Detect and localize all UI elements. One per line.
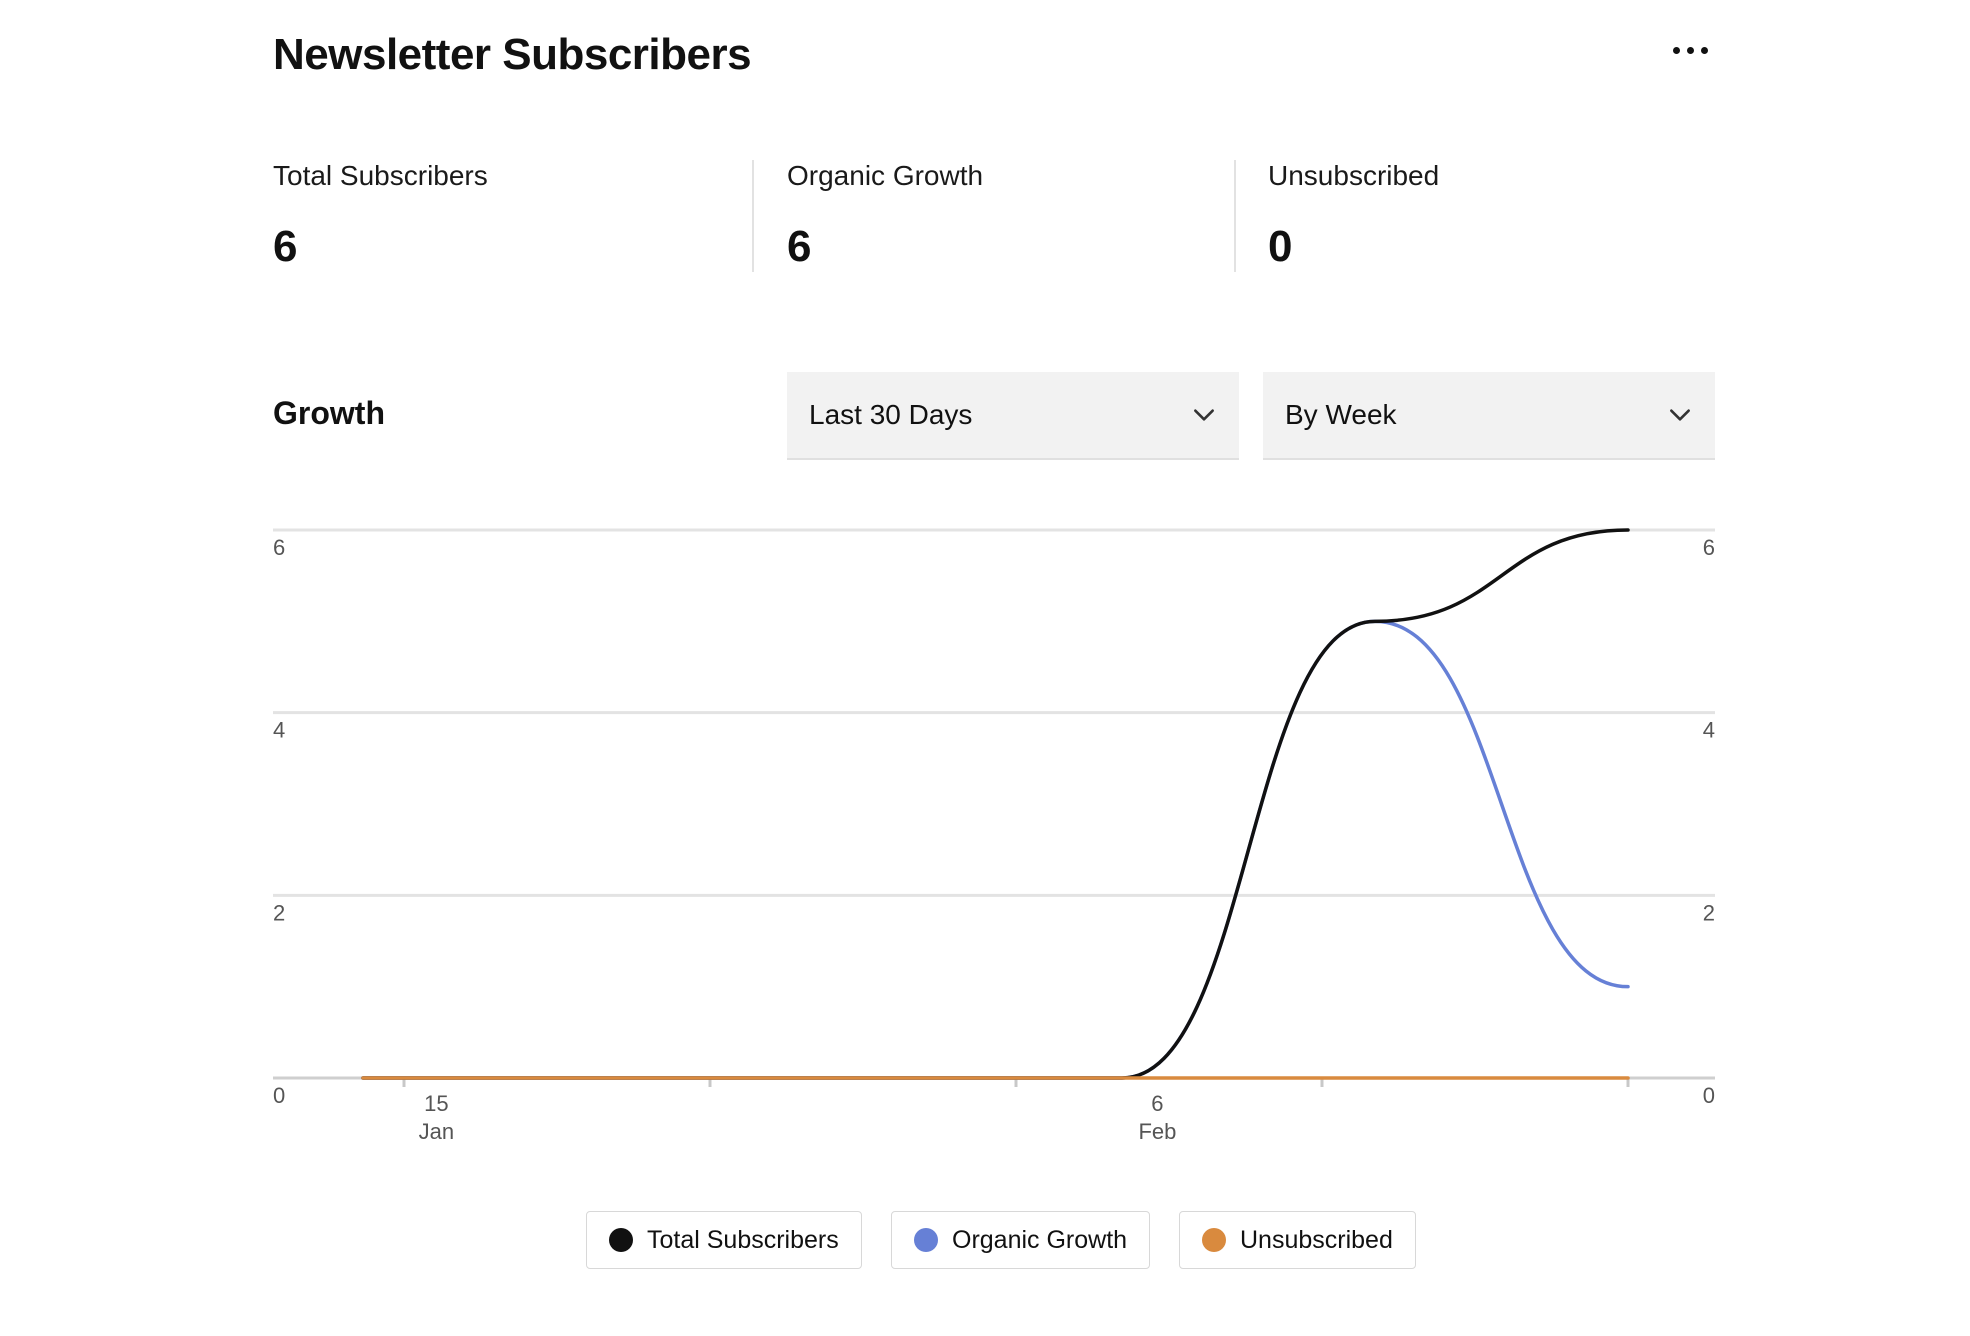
stat-value: 0	[1268, 222, 1293, 271]
legend-label: Organic Growth	[952, 1225, 1128, 1254]
stat-organic-growth: Organic Growth 6	[787, 160, 983, 272]
stat-unsubscribed: Unsubscribed 0	[1268, 160, 1439, 272]
interval-value: By Week	[1285, 399, 1397, 430]
ellipsis-icon[interactable]	[1660, 30, 1720, 70]
growth-heading: Growth	[273, 395, 385, 431]
legend-total-subscribers[interactable]: Total Subscribers	[586, 1211, 862, 1269]
y-tick-label-right: 4	[1703, 718, 1715, 743]
interval-select[interactable]: By Week	[1263, 372, 1715, 460]
date-range-select[interactable]: Last 30 Days	[787, 372, 1239, 460]
y-tick-label-right: 6	[1703, 535, 1715, 560]
y-tick-label-right: 0	[1703, 1083, 1715, 1108]
stat-label: Organic Growth	[787, 160, 984, 191]
legend-swatch	[609, 1228, 633, 1252]
legend-swatch	[914, 1228, 938, 1252]
stat-label: Total Subscribers	[273, 160, 488, 191]
y-tick-label-left: 2	[273, 900, 285, 925]
chevron-down-icon	[1670, 409, 1690, 421]
x-tick-label-month: Jan	[419, 1119, 454, 1144]
series-line-organic-growth	[361, 619, 1630, 1080]
stat-value: 6	[273, 222, 298, 271]
stat-value: 6	[787, 222, 812, 271]
x-tick-label-day: 15	[424, 1091, 448, 1116]
stat-divider	[1234, 160, 1236, 272]
legend-label: Unsubscribed	[1240, 1225, 1393, 1254]
series-line-total-subscribers	[361, 528, 1630, 1080]
x-tick-label-month: Feb	[1138, 1119, 1176, 1144]
chevron-down-icon	[1194, 409, 1214, 421]
y-tick-label-left: 6	[273, 535, 285, 560]
legend-organic-growth[interactable]: Organic Growth	[891, 1211, 1151, 1269]
y-tick-label-right: 2	[1703, 900, 1715, 925]
stat-divider	[752, 160, 754, 272]
y-tick-label-left: 4	[273, 718, 285, 743]
stat-total-subscribers: Total Subscribers 6	[273, 160, 488, 272]
y-tick-label-left: 0	[273, 1083, 285, 1108]
stat-label: Unsubscribed	[1268, 160, 1440, 191]
legend-unsubscribed[interactable]: Unsubscribed	[1179, 1211, 1416, 1269]
legend-swatch	[1202, 1228, 1226, 1252]
x-tick-label-day: 6	[1151, 1091, 1163, 1116]
legend-label: Total Subscribers	[647, 1225, 839, 1254]
page-title: Newsletter Subscribers	[273, 30, 752, 79]
date-range-value: Last 30 Days	[809, 399, 973, 430]
